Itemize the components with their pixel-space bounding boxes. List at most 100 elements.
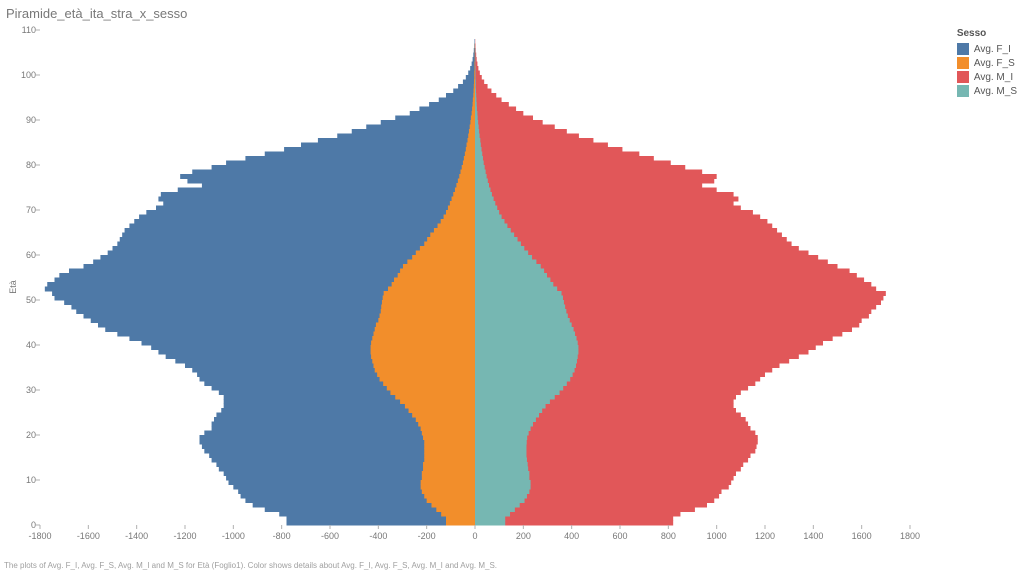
bar-m-i — [475, 84, 488, 89]
bar-f-s — [463, 161, 475, 166]
bar-f-s — [416, 417, 475, 422]
bar-f-i — [301, 143, 475, 148]
bar-f-s — [390, 390, 475, 395]
bar-m-s — [475, 251, 528, 256]
bar-f-s — [422, 489, 475, 494]
bar-f-s — [380, 314, 475, 319]
bar-m-s — [475, 444, 526, 449]
bar-f-i — [180, 174, 475, 179]
bar-m-i — [475, 57, 477, 62]
bar-m-s — [475, 120, 478, 125]
bar-m-s — [475, 233, 514, 238]
y-axis-label: Età — [8, 280, 18, 294]
bar-f-s — [427, 237, 475, 242]
bar-f-i — [226, 161, 475, 166]
bar-m-i — [475, 237, 787, 242]
bar-m-i — [475, 219, 767, 224]
x-tick-label: 0 — [472, 531, 477, 541]
bar-f-s — [424, 453, 475, 458]
bar-f-i — [122, 233, 475, 238]
bar-f-i — [337, 134, 475, 139]
bar-m-s — [475, 494, 527, 499]
bar-f-i — [453, 89, 475, 94]
bar-m-i — [475, 143, 608, 148]
bar-f-s — [372, 336, 475, 341]
bar-m-s — [475, 296, 563, 301]
bar-f-s — [446, 521, 475, 526]
legend-swatch — [957, 85, 969, 97]
bar-f-i — [470, 66, 475, 71]
legend: Sesso Avg. F_IAvg. F_SAvg. M_IAvg. M_S — [957, 28, 1017, 99]
bar-m-s — [475, 215, 502, 220]
bar-f-s — [382, 300, 475, 305]
bar-f-s — [381, 309, 475, 314]
bar-m-s — [475, 228, 511, 233]
bar-m-s — [475, 314, 568, 319]
bar-f-s — [470, 120, 475, 125]
legend-label: Avg. F_I — [974, 44, 1011, 55]
bar-f-s — [421, 485, 475, 490]
bar-m-s — [475, 345, 578, 350]
bar-f-i — [284, 147, 475, 152]
bar-m-s — [475, 471, 529, 476]
bar-f-s — [474, 71, 475, 76]
bar-f-s — [384, 291, 475, 296]
bar-f-i — [318, 138, 475, 143]
y-tick-label: 40 — [14, 340, 36, 350]
bar-m-s — [475, 282, 553, 287]
bar-f-s — [470, 125, 475, 130]
bar-m-s — [475, 359, 577, 364]
bar-m-i — [475, 98, 502, 103]
bar-m-s — [475, 102, 477, 107]
bar-m-s — [475, 300, 564, 305]
chart-plot-area — [40, 30, 910, 525]
bar-f-i — [139, 215, 475, 220]
y-tick-label: 90 — [14, 115, 36, 125]
x-tick-label: 1000 — [707, 531, 727, 541]
bar-m-i — [475, 89, 491, 94]
bar-m-s — [475, 179, 488, 184]
bar-m-i — [475, 111, 523, 116]
bar-m-s — [475, 84, 476, 89]
bar-f-s — [462, 165, 475, 170]
bar-m-s — [475, 489, 529, 494]
bar-f-s — [453, 192, 475, 197]
bar-m-s — [475, 264, 541, 269]
bar-f-s — [472, 107, 475, 112]
bar-m-s — [475, 138, 480, 143]
bar-f-s — [469, 129, 475, 134]
bar-m-s — [475, 192, 492, 197]
bar-f-s — [423, 467, 475, 472]
bar-m-s — [475, 327, 574, 332]
bar-m-i — [475, 201, 734, 206]
bar-m-i — [475, 174, 717, 179]
legend-item: Avg. M_S — [957, 85, 1017, 97]
bar-m-s — [475, 422, 533, 427]
bar-m-s — [475, 341, 578, 346]
y-tick-label: 100 — [14, 70, 36, 80]
bar-m-s — [475, 197, 494, 202]
x-tick-label: 600 — [612, 531, 627, 541]
legend-swatch — [957, 43, 969, 55]
bar-m-s — [475, 431, 529, 436]
bar-m-s — [475, 408, 542, 413]
bar-f-i — [410, 111, 475, 116]
x-tick-label: -1800 — [28, 531, 51, 541]
bar-m-s — [475, 183, 489, 188]
legend-label: Avg. M_S — [974, 86, 1017, 97]
bar-f-s — [474, 89, 475, 94]
bar-f-s — [474, 80, 475, 85]
x-tick-label: -1200 — [173, 531, 196, 541]
bar-m-s — [475, 512, 510, 517]
bar-m-s — [475, 516, 505, 521]
bar-m-i — [475, 197, 738, 202]
bar-f-i — [202, 183, 475, 188]
bar-f-s — [371, 354, 475, 359]
bar-m-i — [475, 62, 477, 67]
bar-m-i — [475, 156, 654, 161]
bar-f-s — [468, 138, 475, 143]
bar-f-s — [381, 305, 475, 310]
bar-m-s — [475, 305, 565, 310]
bar-f-s — [375, 368, 475, 373]
bar-f-s — [394, 278, 475, 283]
